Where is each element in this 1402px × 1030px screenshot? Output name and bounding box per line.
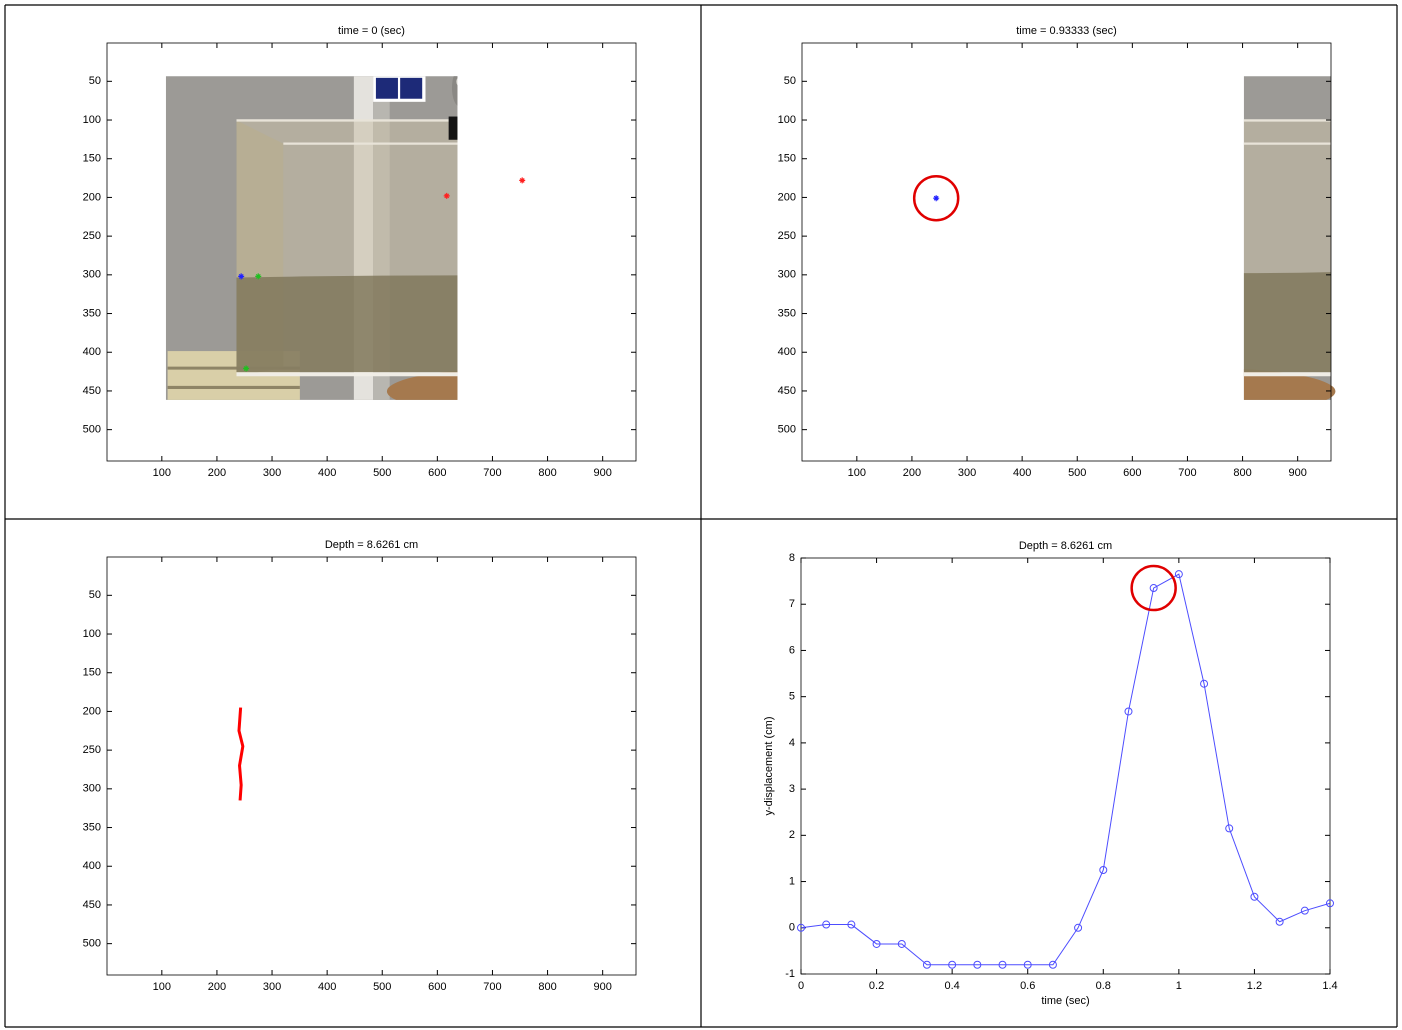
x-tick-label: 0.8 (1096, 980, 1111, 992)
y-tick-label: 350 (778, 307, 796, 319)
y-tick-label: 300 (83, 783, 101, 795)
x-tick-label: 800 (1233, 467, 1251, 479)
y-tick-label: 400 (778, 346, 796, 358)
panel: Depth = 8.6261 cm 100 200 300 400 500 600 700 80… (83, 539, 641, 993)
x-axis-label: time (sec) (1041, 995, 1089, 1007)
y-tick-label: 300 (83, 269, 101, 281)
x-tick-label: 200 (903, 467, 921, 479)
y-tick-label: 1 (789, 875, 795, 887)
panel: time = 0 (sec) 100 200 300 400 500 600 700 800 90… (83, 25, 641, 479)
x-tick-label: 600 (428, 467, 446, 479)
y-tick-label: 50 (89, 75, 101, 87)
series-line (801, 574, 1330, 965)
chart-title: time = 0 (sec) (338, 25, 405, 37)
y-tick-label: 100 (778, 114, 796, 126)
x-tick-label: 400 (318, 981, 336, 993)
x-tick-label: 300 (263, 467, 281, 479)
photo (107, 557, 640, 975)
y-tick-label: 0 (789, 922, 795, 934)
photo (107, 43, 640, 461)
y-tick-label: 8 (789, 552, 795, 564)
x-tick-label: 700 (483, 467, 501, 479)
y-tick-label: 350 (83, 307, 101, 319)
y-tick-label: 250 (83, 230, 101, 242)
y-tick-label: 450 (778, 385, 796, 397)
y-tick-label: 100 (83, 114, 101, 126)
x-tick-label: 600 (1123, 467, 1141, 479)
y-tick-label: 7 (789, 598, 795, 610)
panel: time = 0.93333 (sec) 100 200 300 400 500 600 70… (778, 25, 1336, 479)
y-tick-label: 150 (83, 153, 101, 165)
x-tick-label: 200 (208, 467, 226, 479)
x-tick-label: 100 (153, 467, 171, 479)
x-tick-label: 800 (538, 467, 556, 479)
x-tick-label: 700 (483, 981, 501, 993)
figure: time = 0 (sec)10020030040050060070080090… (0, 0, 1402, 1030)
x-tick-label: 500 (373, 981, 391, 993)
y-tick-label: 450 (83, 899, 101, 911)
y-tick-label: 4 (789, 737, 795, 749)
y-tick-label: 300 (778, 269, 796, 281)
y-tick-label: 150 (83, 667, 101, 679)
y-tick-label: 2 (789, 829, 795, 841)
y-tick-label: 100 (83, 628, 101, 640)
x-tick-label: 100 (848, 467, 866, 479)
chart-title: Depth = 8.6261 cm (1019, 540, 1112, 552)
y-tick-label: 250 (83, 744, 101, 756)
chart-title: time = 0.93333 (sec) (1016, 25, 1117, 37)
axes-box (801, 558, 1330, 974)
x-tick-label: 300 (263, 981, 281, 993)
x-tick-label: 500 (1068, 467, 1086, 479)
y-tick-label: 6 (789, 644, 795, 656)
x-tick-label: 900 (593, 981, 611, 993)
y-tick-label: 500 (83, 424, 101, 436)
marker (519, 177, 525, 183)
x-tick-label: 0.6 (1020, 980, 1035, 992)
y-tick-label: 400 (83, 860, 101, 872)
x-tick-label: 0.2 (869, 980, 884, 992)
y-tick-label: 5 (789, 691, 795, 703)
x-tick-label: 900 (593, 467, 611, 479)
x-tick-label: 200 (208, 981, 226, 993)
axes-box (107, 557, 636, 975)
y-tick-label: 250 (778, 230, 796, 242)
x-tick-label: 900 (1288, 467, 1306, 479)
x-tick-label: 1.2 (1247, 980, 1262, 992)
x-tick-label: 800 (538, 981, 556, 993)
x-tick-label: 0.4 (944, 980, 959, 992)
y-tick-label: 200 (83, 191, 101, 203)
trace (239, 708, 243, 801)
x-tick-label: 400 (1013, 467, 1031, 479)
x-tick-label: 1.4 (1322, 980, 1337, 992)
marker (933, 195, 939, 201)
y-tick-label: 200 (83, 705, 101, 717)
chart-title: Depth = 8.6261 cm (325, 539, 418, 551)
y-tick-label: 350 (83, 821, 101, 833)
x-tick-label: 0 (798, 980, 804, 992)
x-tick-label: 400 (318, 467, 336, 479)
y-tick-label: 500 (83, 938, 101, 950)
y-tick-label: 400 (83, 346, 101, 358)
y-tick-label: 500 (778, 424, 796, 436)
x-tick-label: 300 (958, 467, 976, 479)
y-tick-label: 50 (784, 75, 796, 87)
panel: Depth = 8.6261 cm00.20.40.60.811.21.4-10… (763, 540, 1338, 1007)
y-tick-label: -1 (785, 968, 795, 980)
y-axis-label: y-displacement (cm) (763, 716, 775, 815)
x-tick-label: 500 (373, 467, 391, 479)
y-tick-label: 3 (789, 783, 795, 795)
x-tick-label: 1 (1176, 980, 1182, 992)
photo (802, 43, 1335, 461)
y-tick-label: 150 (778, 153, 796, 165)
x-tick-label: 600 (428, 981, 446, 993)
x-tick-label: 700 (1178, 467, 1196, 479)
y-tick-label: 200 (778, 191, 796, 203)
y-tick-label: 450 (83, 385, 101, 397)
x-tick-label: 100 (153, 981, 171, 993)
y-tick-label: 50 (89, 589, 101, 601)
